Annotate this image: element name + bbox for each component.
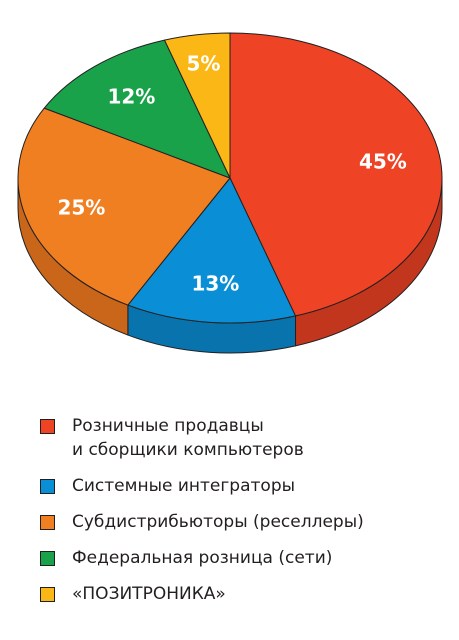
legend-item-4: «ПОЗИТРОНИКА» [40,582,450,606]
legend-item-1: Системные интеграторы [40,474,450,498]
slice-label-3: 12% [107,84,155,108]
slice-label-2: 25% [57,196,105,220]
pie-top [17,32,443,324]
pie-slice-3 [43,39,231,179]
legend-swatch-0 [40,419,55,434]
slice-label-1: 13% [191,271,239,295]
legend-label-4: «ПОЗИТРОНИКА» [72,584,226,604]
pie-slice-0 [229,32,443,317]
legend-item-2: Субдистрибьюторы (реселлеры) [40,510,450,534]
legend-label-1: Системные интеграторы [72,476,296,496]
legend-label-2: Субдистрибьюторы (реселлеры) [72,512,364,532]
legend-swatch-3 [40,551,55,566]
pie-chart: 45% 13% 25% 12% 5% [17,32,443,354]
slice-labels: 45% 13% 25% 12% 5% [57,51,406,295]
legend-item-0: Розничные продавцы и сборщики компьютеро… [40,414,450,462]
slice-label-4: 5% [187,51,221,75]
legend-swatch-1 [40,479,55,494]
pie-slice-1 [127,177,297,324]
pie-slice-2 [17,107,231,306]
chart-legend: Розничные продавцы и сборщики компьютеро… [40,414,450,618]
legend-label-0: Розничные продавцы и сборщики компьютеро… [72,416,304,460]
legend-item-3: Федеральная розница (сети) [40,546,450,570]
pie-slice-4 [163,32,231,179]
legend-swatch-2 [40,515,55,530]
legend-label-3: Федеральная розница (сети) [72,548,333,568]
slice-label-0: 45% [359,149,407,173]
legend-swatch-4 [40,587,55,602]
